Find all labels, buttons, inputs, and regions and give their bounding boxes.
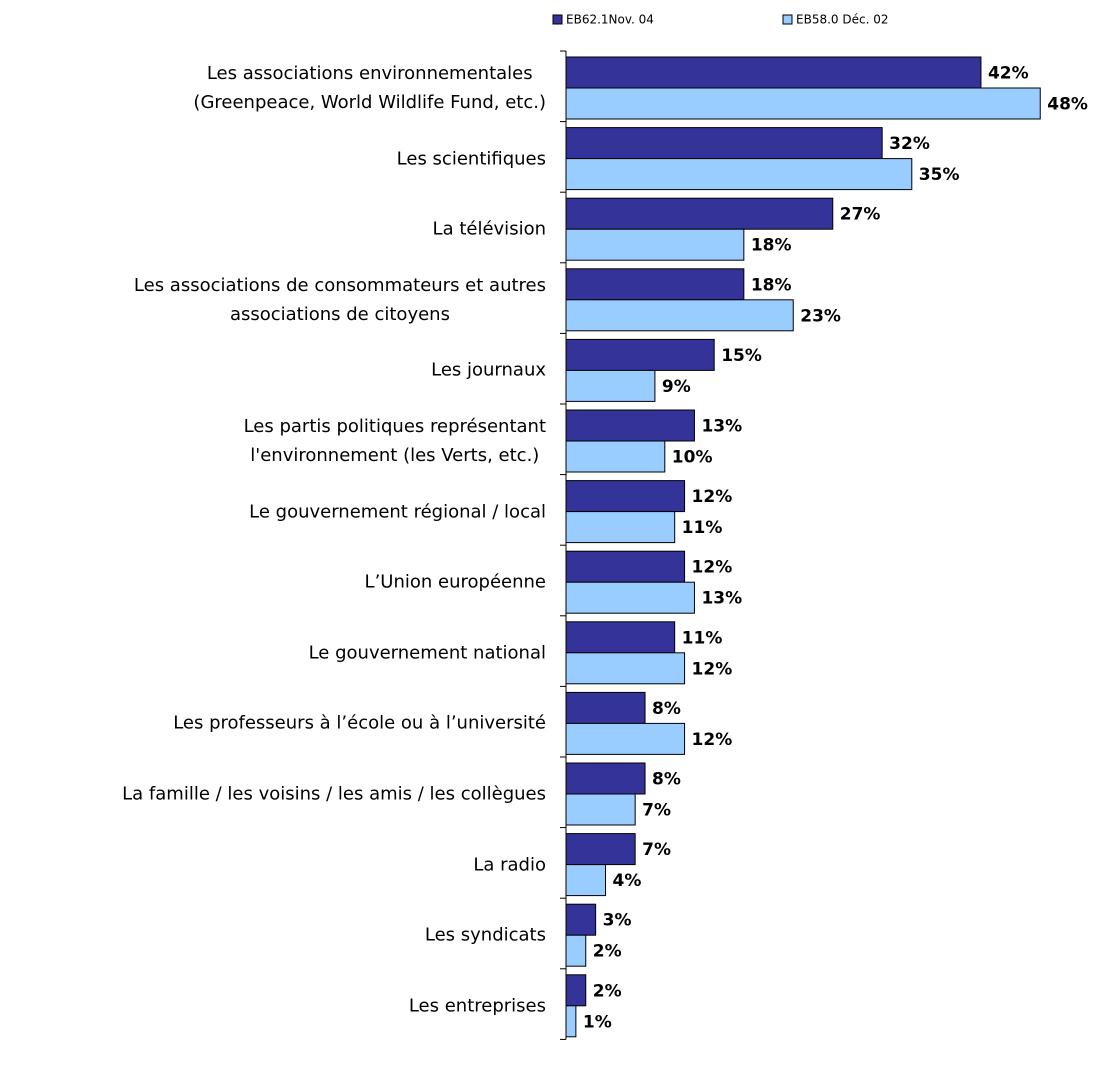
bar (565, 228, 745, 261)
category-label: Les syndicats (424, 924, 546, 946)
category-label: Les entreprises (408, 995, 546, 1017)
bar (565, 550, 686, 583)
value-label: 18% (751, 275, 792, 295)
value-label: 2% (593, 942, 622, 962)
value-label: 18% (751, 236, 792, 256)
value-label: 12% (692, 487, 733, 507)
value-label: 12% (692, 558, 733, 578)
bar (565, 369, 656, 402)
value-label: 32% (889, 134, 930, 154)
value-label: 8% (652, 770, 681, 790)
category-label: La radio (473, 854, 546, 876)
category-label: Les associations environnementales (Gree… (193, 63, 546, 113)
bar (565, 762, 646, 795)
bar (565, 903, 597, 936)
bar (565, 511, 676, 544)
bar (565, 652, 686, 685)
category-label: Les professeurs à l’école ou à l’univers… (173, 712, 546, 734)
category-label: Les scientifiques (396, 148, 546, 170)
bar (565, 974, 587, 1007)
bar (565, 56, 982, 89)
legend-swatch (782, 14, 793, 25)
value-label: 1% (583, 1012, 612, 1032)
bar (565, 722, 686, 755)
value-label: 3% (603, 911, 632, 931)
bar (565, 197, 834, 230)
bar (565, 864, 607, 897)
value-label: 7% (642, 840, 671, 860)
bar (565, 440, 666, 473)
value-label: 15% (721, 346, 762, 366)
legend-label: EB62.1Nov. 04 (566, 13, 654, 27)
value-label: 12% (692, 659, 733, 679)
value-label: 35% (919, 165, 960, 185)
bar (565, 621, 676, 654)
bar (565, 127, 883, 160)
bar (565, 338, 715, 371)
legend-swatch (552, 14, 563, 25)
category-label: Les associations de consommateurs et aut… (133, 274, 546, 325)
value-label: 8% (652, 699, 681, 719)
bar (565, 268, 745, 301)
value-label: 13% (701, 417, 742, 437)
value-label: 9% (662, 377, 691, 397)
bar (565, 480, 686, 513)
value-label: 12% (692, 730, 733, 750)
category-label: La famille / les voisins / les amis / le… (122, 783, 546, 805)
bar (565, 581, 695, 614)
value-label: 11% (682, 628, 723, 648)
value-label: 2% (593, 981, 622, 1001)
bar (565, 934, 587, 967)
value-label: 48% (1047, 95, 1088, 115)
value-label: 4% (613, 871, 642, 891)
value-label: 11% (682, 518, 723, 538)
bar (565, 409, 695, 442)
legend-label: EB58.0 Déc. 02 (796, 13, 888, 27)
value-label: 7% (642, 801, 671, 821)
bar (565, 299, 794, 332)
bar (565, 793, 636, 826)
category-label: Le gouvernement régional / local (249, 501, 546, 523)
value-label: 23% (800, 306, 841, 326)
category-label: L’Union européenne (364, 571, 546, 593)
category-label: Le gouvernement national (308, 642, 546, 664)
category-label: Les partis politiques représentant l'env… (243, 416, 546, 466)
value-label: 42% (988, 64, 1029, 84)
bar (565, 87, 1041, 120)
category-label: Les journaux (431, 359, 546, 381)
value-label: 10% (672, 448, 713, 468)
value-label: 27% (840, 205, 881, 225)
bar (565, 833, 636, 866)
bar (565, 691, 646, 724)
bar (565, 158, 913, 191)
category-label: La télévision (432, 218, 546, 240)
value-label: 13% (701, 589, 742, 609)
bar (565, 1005, 577, 1038)
